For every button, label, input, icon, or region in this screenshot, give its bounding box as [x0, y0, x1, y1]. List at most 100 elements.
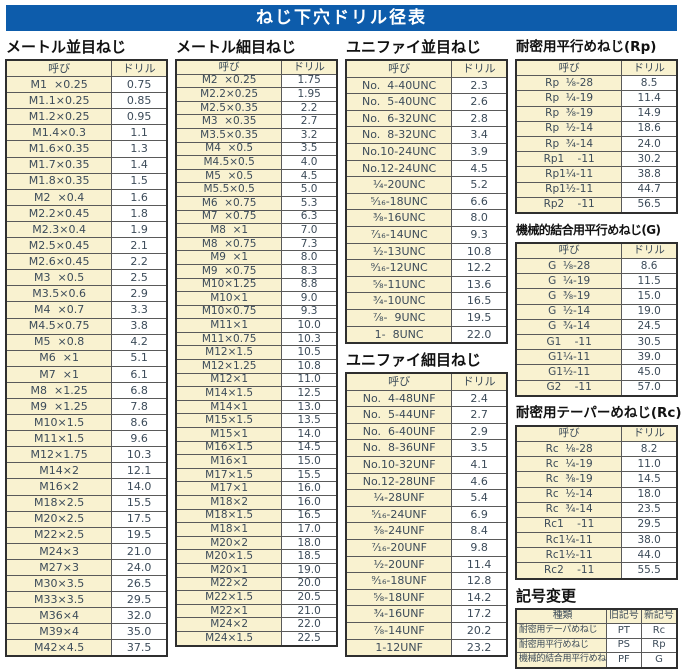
- drill-cell: PT: [605, 623, 642, 639]
- unified-fine-row: ³⁄₈-24UNF 8.4: [345, 522, 508, 541]
- drill-cell: 8.0: [281, 250, 338, 265]
- g-row: G ¹⁄₂-14 19.0: [515, 303, 678, 320]
- name-cell: M16×1: [175, 454, 283, 469]
- metric-coarse-row: M1.6×0.35 1.3: [5, 140, 168, 158]
- name-cell: M22×1.5: [175, 590, 283, 605]
- drill-cell: 5.0: [281, 182, 338, 197]
- metric-fine-row: M3.5×0.35 3.2: [175, 127, 338, 143]
- name-cell: Rc1 -11: [515, 516, 623, 534]
- name-cell: M10×1.5: [5, 414, 113, 432]
- name-cell: M3.5×0.6: [5, 285, 113, 303]
- name-cell: Rp2 -11: [515, 196, 623, 214]
- drill-cell: 8.2: [621, 440, 678, 458]
- name-cell: G ¹⁄₂-14: [515, 303, 623, 320]
- metric-fine-table: 呼び ドリル M2 ×0.25 1.75 M2.2×0.25 1.95 M2.5×0.3…: [175, 59, 338, 647]
- drill-cell: 10.8: [451, 242, 508, 261]
- name-cell: No. 5-44UNF: [345, 406, 453, 424]
- metric-fine-row: M5 ×0.5 4.5: [175, 168, 338, 184]
- g-row: G ¹⁄₈-28 8.6: [515, 258, 678, 275]
- g-row: G ³⁄₈-19 15.0: [515, 288, 678, 305]
- section-title-unified-coarse: ユニファイ並目ねじ: [346, 38, 482, 56]
- drill-cell: 6.6: [451, 192, 508, 211]
- drill-cell: 2.1: [111, 237, 168, 255]
- symbol-change-row: 耐密用テーパめねじ PT Rc: [515, 623, 678, 639]
- drill-size-reference-page: ねじ下穴ドリル径表 メートル並目ねじ 呼び ドリル M1 ×0.25 0.75 M1…: [5, 5, 682, 671]
- name-cell: M11×1: [175, 318, 283, 333]
- drill-cell: 9.8: [451, 539, 508, 557]
- drill-cell: 30.2: [621, 151, 678, 168]
- g-row: G1 -11 30.5: [515, 333, 678, 351]
- drill-cell: PF: [605, 652, 642, 669]
- metric-fine-row: M18×1.5 16.5: [175, 508, 338, 524]
- name-cell: ⁹⁄₁₆-18UNF: [345, 572, 453, 590]
- metric-coarse-row: M42×4.5 37.5: [5, 639, 168, 657]
- drill-cell: 1.6: [111, 188, 168, 206]
- name-cell: No.12-24UNC: [345, 159, 453, 178]
- drill-cell: 3.8: [111, 317, 168, 335]
- drill-cell: 6.8: [111, 381, 168, 399]
- metric-coarse-row: M16×2 14.0: [5, 478, 168, 496]
- name-cell: Rc ³⁄₈-19: [515, 471, 623, 488]
- name-cell: G ³⁄₈-19: [515, 288, 623, 305]
- metric-coarse-row: M2.5×0.45 2.1: [5, 237, 168, 255]
- metric-coarse-row: M3.5×0.6 2.9: [5, 285, 168, 303]
- drill-cell: 2.9: [451, 422, 508, 441]
- drill-cell: 22.0: [451, 325, 508, 344]
- drill-cell: 2.7: [451, 406, 508, 424]
- drill-cell: 26.5: [111, 574, 168, 593]
- name-cell: Rp1 -11: [515, 151, 623, 168]
- drill-cell: 11.4: [451, 555, 508, 574]
- drill-cell: 13.5: [281, 413, 338, 429]
- name-cell: Rc1¹⁄₄-11: [515, 532, 623, 549]
- column-unified: ユニファイ並目ねじ 呼び ドリル No. 4-40UNC 2.3 No. 5-40U…: [345, 38, 508, 659]
- name-cell: Rc ³⁄₄-14: [515, 501, 623, 518]
- drill-cell: 16.5: [281, 508, 338, 524]
- name-cell: Rp1¹⁄₄-11: [515, 166, 623, 183]
- name-cell: M2.2×0.45: [5, 204, 113, 222]
- name-cell: G1¹⁄₂-11: [515, 364, 623, 381]
- name-cell: M9 ×0.75: [175, 263, 283, 279]
- metric-fine-row: M14×1 13.0: [175, 399, 338, 415]
- name-cell: M20×2: [175, 535, 283, 551]
- section-title-unified-fine: ユニファイ細目ねじ: [346, 351, 482, 370]
- name-cell: M2.2×0.25: [175, 87, 283, 102]
- name-cell: ⁷⁄₁₆-20UNF: [345, 539, 453, 557]
- g-row: G1¹⁄₂-11 45.0: [515, 364, 678, 381]
- drill-cell: 23.2: [451, 638, 508, 657]
- drill-cell: 1.3: [111, 140, 168, 158]
- drill-cell: 3.5: [281, 141, 338, 157]
- drill-cell: 5.3: [281, 195, 338, 211]
- name-cell: M18×2: [175, 495, 283, 510]
- metric-coarse-row: M18×2.5 15.5: [5, 494, 168, 512]
- drill-cell: 0.85: [111, 92, 168, 110]
- name-cell: Rc2 -11: [515, 562, 623, 580]
- drill-cell: 4.5: [451, 159, 508, 178]
- drill-cell: 29.5: [621, 516, 678, 534]
- name-cell: G ¹⁄₄-19: [515, 273, 623, 290]
- name-cell: M9 ×1: [175, 250, 283, 265]
- drill-cell: 8.6: [111, 414, 168, 432]
- name-cell: No. 5-40UNC: [345, 93, 453, 111]
- name-cell: No.12-28UNF: [345, 472, 453, 491]
- name-cell: M9 ×1.25: [5, 397, 113, 416]
- drill-cell: 8.5: [621, 75, 678, 92]
- metric-fine-row: M16×1.5 14.5: [175, 440, 338, 456]
- drill-cell: 3.9: [451, 142, 508, 161]
- drill-cell: 38.0: [621, 532, 678, 549]
- metric-fine-row: M4 ×0.5 3.5: [175, 141, 338, 157]
- name-cell: M12×1.25: [175, 359, 283, 374]
- drill-cell: 17.5: [111, 510, 168, 528]
- metric-fine-row: M24×1.5 22.5: [175, 630, 338, 647]
- unified-coarse-row: No. 4-40UNC 2.3: [345, 76, 508, 95]
- drill-cell: 3.3: [111, 301, 168, 319]
- name-cell: ¹⁄₂-20UNF: [345, 555, 453, 574]
- metric-coarse-row: M33×3.5 29.5: [5, 591, 168, 609]
- metric-coarse-row: M1 ×0.25 0.75: [5, 76, 168, 94]
- name-cell: M8 ×0.75: [175, 236, 283, 252]
- drill-cell: 2.2: [281, 100, 338, 116]
- metric-fine-row: M10×1.25 8.8: [175, 277, 338, 293]
- unified-coarse-row: ³⁄₄-10UNC 16.5: [345, 292, 508, 310]
- drill-cell: 21.0: [111, 542, 168, 560]
- drill-cell: 21.0: [281, 603, 338, 619]
- drill-cell: 19.0: [281, 562, 338, 578]
